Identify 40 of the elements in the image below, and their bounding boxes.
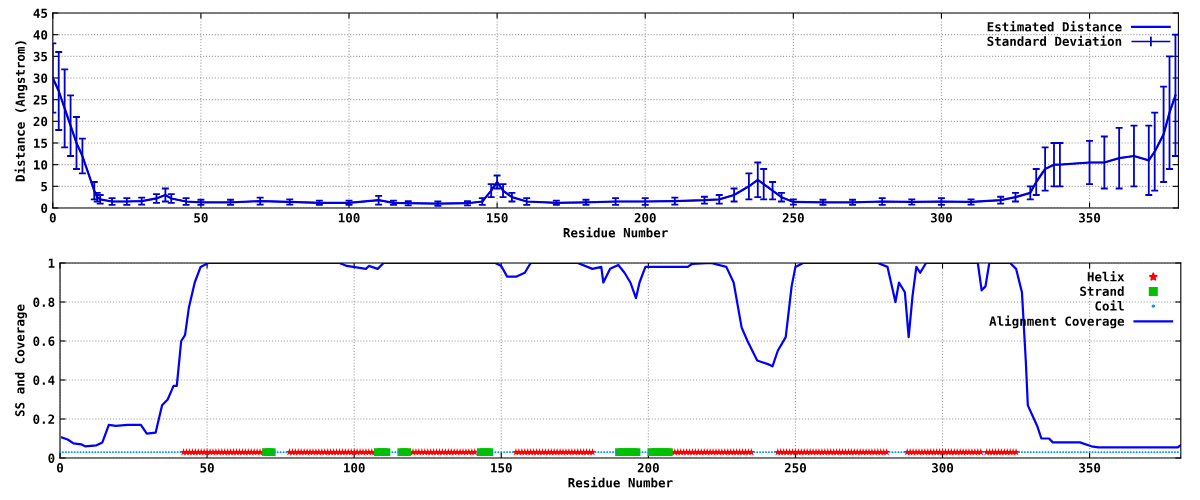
x-axis-title: Residue Number	[568, 477, 673, 488]
x-tick-label: 100	[344, 463, 365, 473]
x-tick-label: 200	[634, 213, 656, 223]
y-axis-title: Distance (Angstrom)	[14, 41, 28, 182]
legend-label: Strand	[1080, 286, 1124, 297]
x-tick-label: 200	[637, 463, 659, 473]
x-tick-label: 300	[930, 213, 952, 223]
legend-label: Standard Deviation	[987, 35, 1122, 47]
x-axis-title: Residue Number	[563, 227, 668, 238]
y-tick-label: 10	[34, 160, 48, 170]
y-tick-label: 45	[33, 8, 48, 18]
y-tick-label: 0.6	[33, 336, 55, 346]
x-tick-label: 150	[486, 213, 508, 223]
y-tick-label: 25	[33, 95, 48, 105]
x-tick-label: 0	[56, 463, 64, 473]
y-tick-label: 0.8	[33, 297, 55, 307]
x-tick-label: 250	[784, 463, 806, 473]
y-tick-label: 0	[48, 453, 55, 463]
x-tick-label: 350	[1079, 463, 1101, 473]
x-tick-label: 250	[782, 213, 804, 223]
y-tick-label: 15	[34, 138, 48, 148]
x-tick-label: 50	[194, 213, 208, 223]
x-tick-label: 300	[932, 463, 954, 473]
y-tick-label: 40	[33, 30, 48, 40]
x-tick-label: 100	[338, 213, 360, 223]
x-tick-label: 50	[200, 463, 214, 473]
y-tick-label: 20	[33, 116, 48, 127]
y-tick-label: 0	[41, 203, 48, 213]
legend-label: Helix	[1087, 271, 1125, 282]
y-tick-label: 30	[33, 73, 48, 83]
x-tick-label: 350	[1079, 213, 1101, 223]
y-tick-label: 0.4	[33, 375, 55, 385]
y-axis-title: SS and Coverage	[14, 304, 27, 417]
y-tick-label: 0.2	[33, 414, 55, 424]
y-tick-label: 1	[48, 258, 55, 268]
legend-label: Coil	[1095, 300, 1124, 311]
y-tick-label: 5	[41, 181, 48, 192]
y-tick-label: 35	[33, 51, 48, 62]
x-tick-label: 150	[491, 463, 512, 473]
legend-label: Estimated Distance	[987, 21, 1122, 32]
